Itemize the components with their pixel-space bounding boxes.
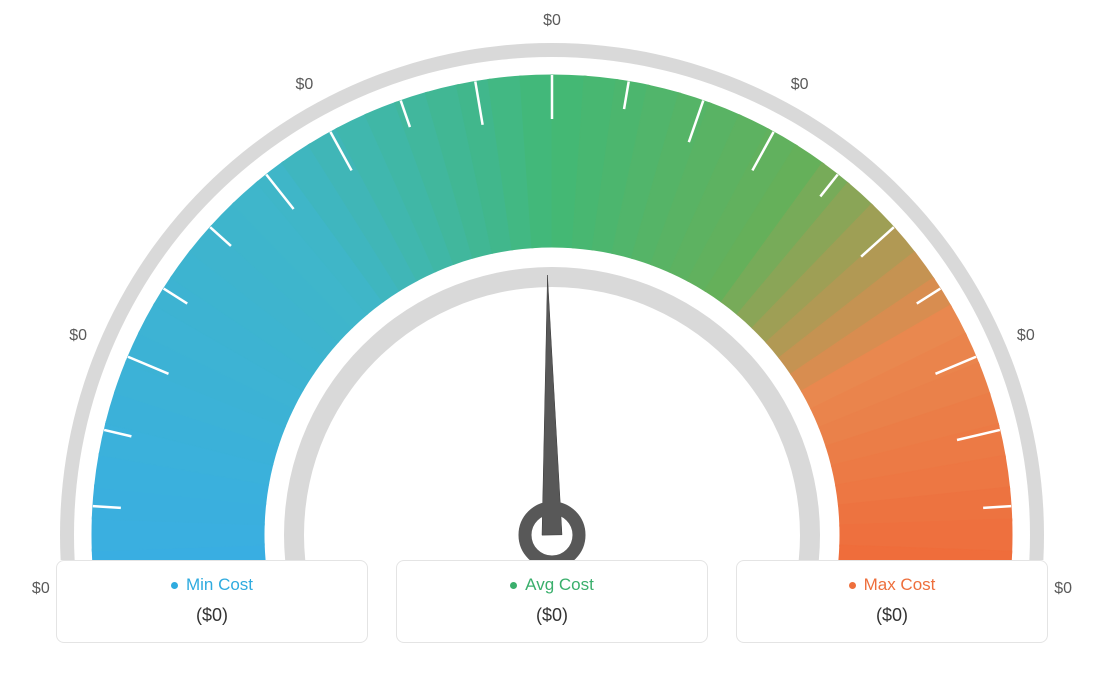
legend-card-min: Min Cost ($0) [56,560,368,643]
gauge-tick-label: $0 [1054,580,1072,598]
legend-row: Min Cost ($0) Avg Cost ($0) Max Cost ($0… [0,560,1104,643]
gauge-tick-label: $0 [32,580,50,598]
legend-dot-avg [510,582,517,589]
legend-value-min: ($0) [57,605,367,626]
gauge-tick-label: $0 [543,12,561,30]
legend-value-max: ($0) [737,605,1047,626]
gauge-svg [0,0,1104,560]
legend-title-max: Max Cost [864,575,936,595]
legend-dot-min [171,582,178,589]
legend-card-max: Max Cost ($0) [736,560,1048,643]
legend-value-avg: ($0) [397,605,707,626]
gauge-tick-label: $0 [69,327,87,345]
legend-title-min: Min Cost [186,575,253,595]
gauge-chart: $0$0$0$0$0$0$0 [0,0,1104,560]
gauge-needle [542,275,562,535]
legend-dot-max [849,582,856,589]
legend-card-avg: Avg Cost ($0) [396,560,708,643]
gauge-tick-label: $0 [295,76,313,94]
legend-title-avg: Avg Cost [525,575,594,595]
gauge-tick-label: $0 [791,76,809,94]
gauge-tick-label: $0 [1017,327,1035,345]
